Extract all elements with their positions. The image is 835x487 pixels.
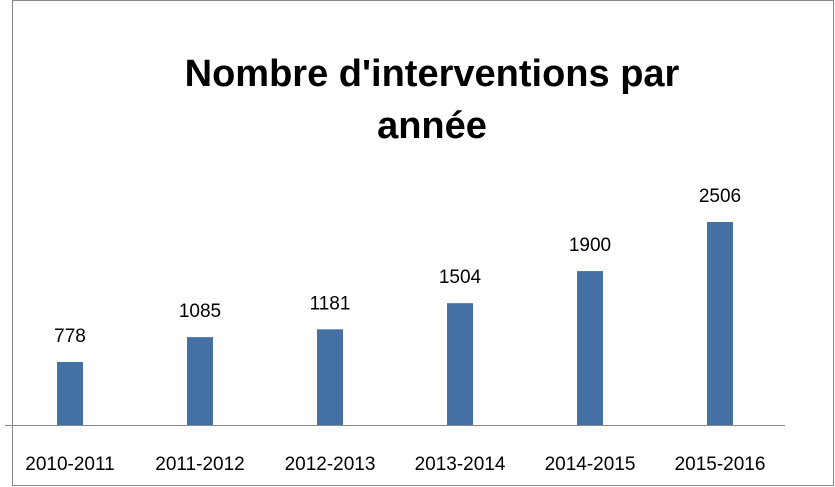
data-label: 1900 [569, 235, 611, 256]
chart-frame [12, 0, 834, 486]
x-tick-label: 2011-2012 [155, 454, 244, 475]
x-tick-label: 2015-2016 [675, 454, 766, 475]
bar [187, 337, 213, 425]
chart-title: année [377, 105, 487, 147]
data-label: 1085 [179, 301, 221, 322]
data-label: 2506 [699, 186, 741, 207]
x-tick-label: 2010-2011 [25, 454, 114, 475]
bar [707, 222, 733, 425]
bar [447, 303, 473, 425]
bar [57, 361, 83, 425]
data-label: 778 [54, 326, 86, 347]
bar [577, 271, 603, 425]
x-tick-label: 2013-2014 [415, 454, 506, 475]
data-label: 1504 [439, 267, 482, 288]
chart-title: Nombre d'interventions par [185, 53, 680, 95]
x-tick-label: 2014-2015 [545, 454, 636, 475]
bar [317, 329, 343, 425]
x-tick-label: 2012-2013 [285, 454, 376, 475]
data-label: 1181 [310, 293, 351, 314]
